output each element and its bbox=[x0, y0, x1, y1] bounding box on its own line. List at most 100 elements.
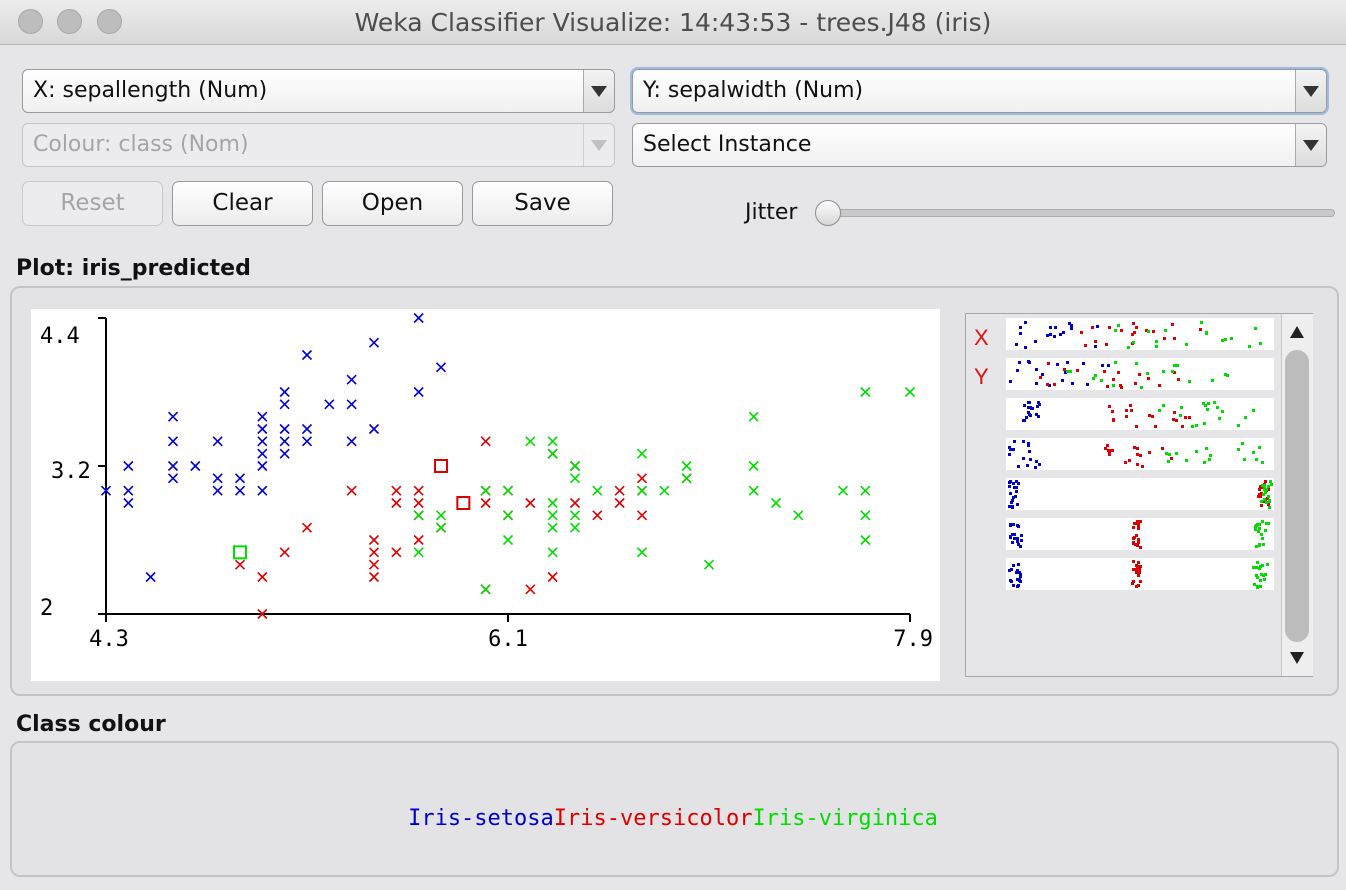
strip-point bbox=[1175, 451, 1179, 455]
save-button[interactable]: Save bbox=[472, 181, 613, 226]
scroll-up-icon[interactable] bbox=[1290, 326, 1304, 338]
strip-point bbox=[1138, 579, 1142, 583]
strip-point bbox=[1148, 413, 1152, 417]
chevron-down-icon bbox=[583, 124, 614, 166]
reset-button[interactable]: Reset bbox=[22, 181, 163, 226]
strip-point bbox=[1021, 457, 1025, 461]
attribute-strip[interactable] bbox=[1006, 438, 1274, 470]
data-point bbox=[279, 448, 290, 459]
x-tick-label: 7.9 bbox=[893, 627, 933, 652]
legend-virginica[interactable]: Iris-virginica bbox=[752, 806, 938, 831]
jitter-slider-track[interactable] bbox=[820, 209, 1335, 217]
strip-point bbox=[1063, 367, 1067, 371]
data-point bbox=[502, 510, 514, 521]
zoom-window-button[interactable] bbox=[97, 9, 122, 34]
y-axis-select[interactable]: Y: sepalwidth (Num) bbox=[632, 69, 1327, 113]
strip-point bbox=[1141, 464, 1145, 468]
strip-point bbox=[1242, 458, 1246, 462]
strip-point bbox=[1137, 570, 1141, 574]
attribute-strip[interactable] bbox=[1006, 558, 1274, 590]
strip-point bbox=[1028, 400, 1032, 404]
data-point bbox=[279, 547, 290, 558]
strip-point bbox=[1029, 414, 1033, 418]
strip-point bbox=[1258, 543, 1262, 547]
strip-point bbox=[1241, 442, 1245, 446]
strip-point bbox=[1138, 453, 1142, 457]
select-instance-select[interactable]: Select Instance bbox=[632, 123, 1327, 167]
strip-point bbox=[1138, 520, 1142, 524]
strip-point bbox=[1145, 371, 1149, 375]
legend-versicolor[interactable]: Iris-versicolor bbox=[553, 806, 753, 831]
strip-point bbox=[1172, 336, 1176, 340]
strip-point bbox=[1136, 543, 1140, 547]
attribute-strip[interactable] bbox=[1006, 318, 1274, 350]
strip-point bbox=[1124, 461, 1128, 465]
open-button[interactable]: Open bbox=[322, 181, 463, 226]
scatter-plot[interactable]: 4.3 6.1 7.9 4.4 3.2 2 bbox=[31, 309, 940, 681]
data-point bbox=[279, 423, 290, 435]
strip-point bbox=[1198, 328, 1202, 332]
strip-point bbox=[1138, 564, 1142, 568]
strip-point bbox=[1038, 375, 1042, 379]
strip-point bbox=[1130, 332, 1134, 336]
clear-button[interactable]: Clear bbox=[172, 181, 313, 226]
strip-point bbox=[1150, 414, 1154, 418]
data-point bbox=[413, 534, 424, 546]
attribute-strip[interactable] bbox=[1006, 398, 1274, 430]
colour-select[interactable]: Colour: class (Nom) bbox=[22, 123, 615, 167]
strip-point bbox=[1220, 339, 1224, 343]
jitter-slider-knob[interactable] bbox=[815, 200, 841, 226]
strip-point bbox=[1257, 494, 1261, 498]
strip-point bbox=[1154, 344, 1158, 348]
strip-point bbox=[1008, 523, 1012, 527]
strip-point bbox=[1132, 541, 1136, 545]
strip-point bbox=[1187, 415, 1191, 419]
strip-point bbox=[1259, 494, 1263, 498]
strip-point bbox=[1260, 572, 1264, 576]
strip-point bbox=[1009, 500, 1013, 504]
strip-point bbox=[1180, 406, 1184, 410]
strip-point bbox=[1212, 401, 1216, 405]
attribute-strip[interactable] bbox=[1006, 518, 1274, 550]
data-point bbox=[748, 411, 759, 422]
attribute-strip[interactable] bbox=[1006, 478, 1274, 510]
strip-point bbox=[1136, 584, 1140, 588]
strip-point bbox=[1036, 400, 1040, 404]
strip-point bbox=[1011, 584, 1015, 588]
strip-point bbox=[1259, 484, 1263, 488]
strip-point bbox=[1202, 422, 1206, 426]
strip-point bbox=[1119, 383, 1123, 387]
strip-point bbox=[1029, 458, 1033, 462]
misclassified-point bbox=[456, 496, 471, 510]
data-point bbox=[212, 473, 223, 484]
strip-point bbox=[1139, 385, 1143, 389]
strip-point bbox=[1119, 329, 1123, 333]
strip-point bbox=[1027, 406, 1031, 410]
strip-point bbox=[1256, 576, 1260, 580]
data-point bbox=[659, 485, 670, 496]
data-point bbox=[547, 497, 558, 509]
scrollbar-thumb[interactable] bbox=[1285, 350, 1309, 642]
close-window-button[interactable] bbox=[18, 9, 43, 34]
strip-point bbox=[1011, 505, 1015, 509]
strip-point bbox=[1053, 383, 1057, 387]
strip-point bbox=[1132, 331, 1136, 335]
data-point bbox=[525, 436, 536, 447]
strip-point bbox=[1014, 486, 1018, 490]
attribute-strip[interactable] bbox=[1006, 358, 1274, 390]
strip-point bbox=[1258, 564, 1262, 568]
strip-point bbox=[1016, 584, 1020, 588]
strip-point bbox=[1134, 381, 1138, 385]
legend-setosa[interactable]: Iris-setosa bbox=[408, 806, 554, 831]
strip-point bbox=[1263, 486, 1267, 490]
x-axis-select[interactable]: X: sepallength (Num) bbox=[22, 69, 615, 113]
strip-point bbox=[1034, 412, 1038, 416]
data-point bbox=[413, 547, 424, 558]
attribute-scrollbar[interactable] bbox=[1281, 314, 1313, 676]
data-point bbox=[636, 448, 648, 459]
strip-point bbox=[1257, 445, 1261, 449]
data-point bbox=[636, 510, 648, 521]
minimize-window-button[interactable] bbox=[57, 9, 82, 34]
scroll-down-icon[interactable] bbox=[1290, 652, 1304, 664]
strip-point bbox=[1126, 345, 1130, 349]
